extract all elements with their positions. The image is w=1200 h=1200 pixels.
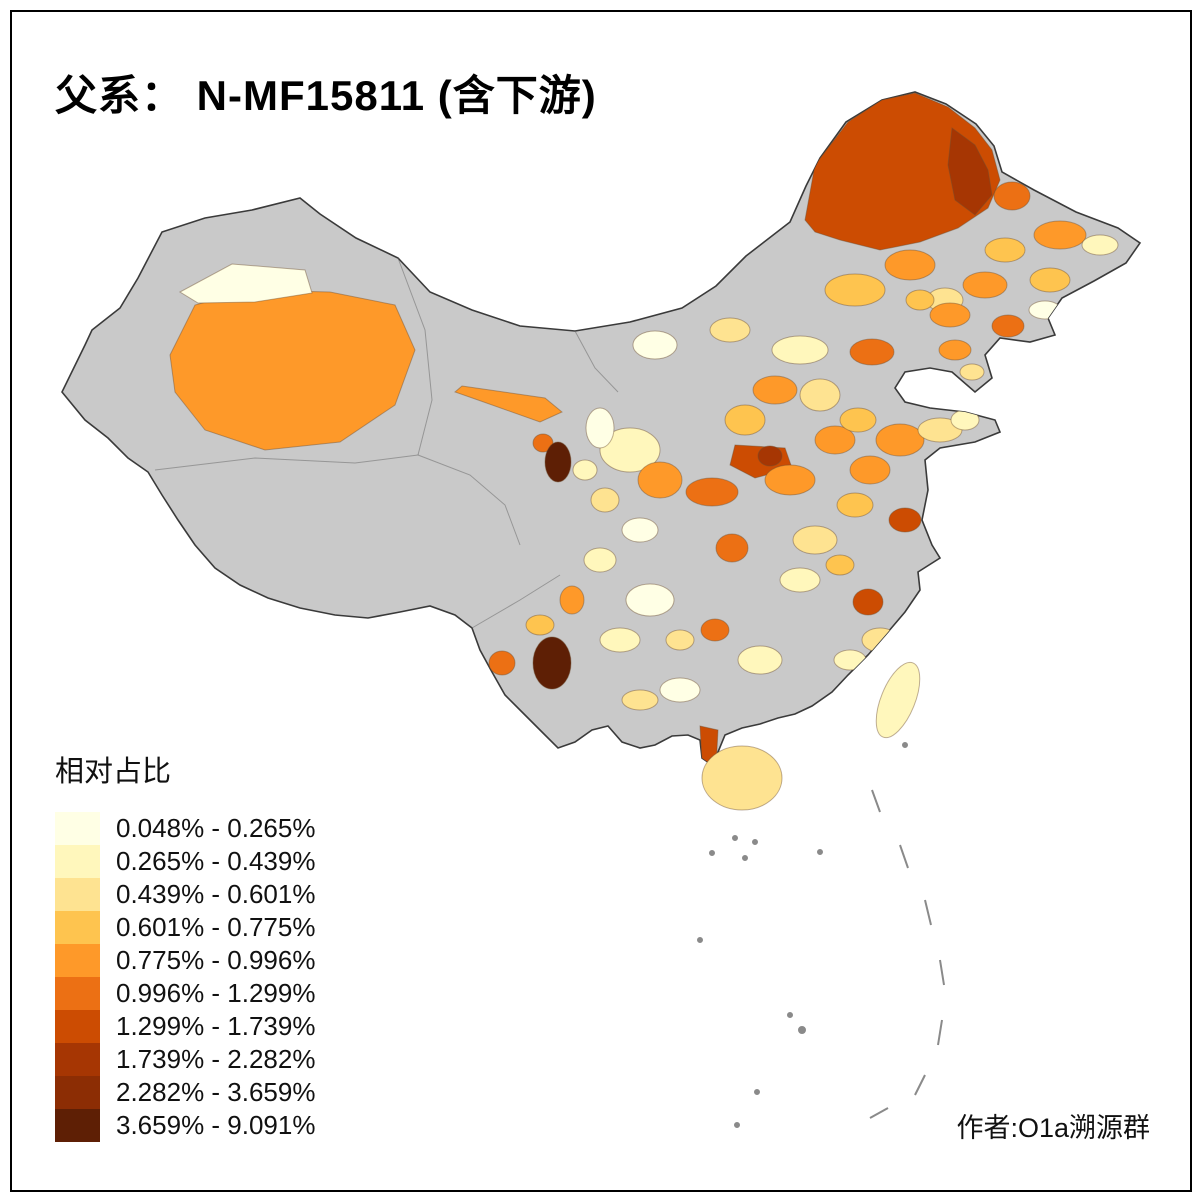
legend-swatch [55,812,100,845]
legend-swatch [55,977,100,1010]
legend-item: 0.439% - 0.601% [55,878,315,911]
legend-item: 0.265% - 0.439% [55,845,315,878]
legend-label: 3.659% - 9.091% [116,1110,316,1140]
legend-label: 0.775% - 0.996% [116,945,316,975]
legend-swatch [55,1043,100,1076]
legend-item: 0.996% - 1.299% [55,977,315,1010]
attribution-text: 作者:O1a溯源群 [956,1113,1150,1143]
legend-swatch [55,944,100,977]
legend-label: 1.299% - 1.739% [116,1011,316,1041]
legend-swatch [55,1076,100,1109]
legend-item: 1.299% - 1.739% [55,1010,315,1043]
hainan-island [701,745,783,811]
legend-swatch [55,911,100,944]
province-borders [154,257,619,629]
legend-swatch [55,845,100,878]
legend-label: 0.996% - 1.299% [116,978,316,1008]
taiwan-island [875,661,921,739]
legend-label: 2.282% - 3.659% [116,1077,316,1107]
legend-label: 0.048% - 0.265% [116,813,316,843]
legend-item: 1.739% - 2.282% [55,1043,315,1076]
choropleth-regions [169,92,1119,765]
page-title: 父系： N-MF15811 (含下游) [55,72,597,119]
south-china-sea-dashes [697,742,945,1128]
legend: 相对占比 0.048% - 0.265% 0.265% - 0.439% 0.4… [55,748,315,1142]
legend-swatch [55,878,100,911]
legend-label: 1.739% - 2.282% [116,1044,316,1074]
legend-item: 0.775% - 0.996% [55,944,315,977]
legend-swatch [55,1109,100,1142]
legend-label: 0.265% - 0.439% [116,846,316,876]
legend-item: 0.601% - 0.775% [55,911,315,944]
legend-title: 相对占比 [55,756,172,788]
legend-item: 2.282% - 3.659% [55,1076,315,1109]
legend-item: 3.659% - 9.091% [55,1109,315,1142]
legend-label: 0.601% - 0.775% [116,912,316,942]
legend-item: 0.048% - 0.265% [55,812,315,845]
legend-swatch [55,1010,100,1043]
legend-label: 0.439% - 0.601% [116,879,316,909]
